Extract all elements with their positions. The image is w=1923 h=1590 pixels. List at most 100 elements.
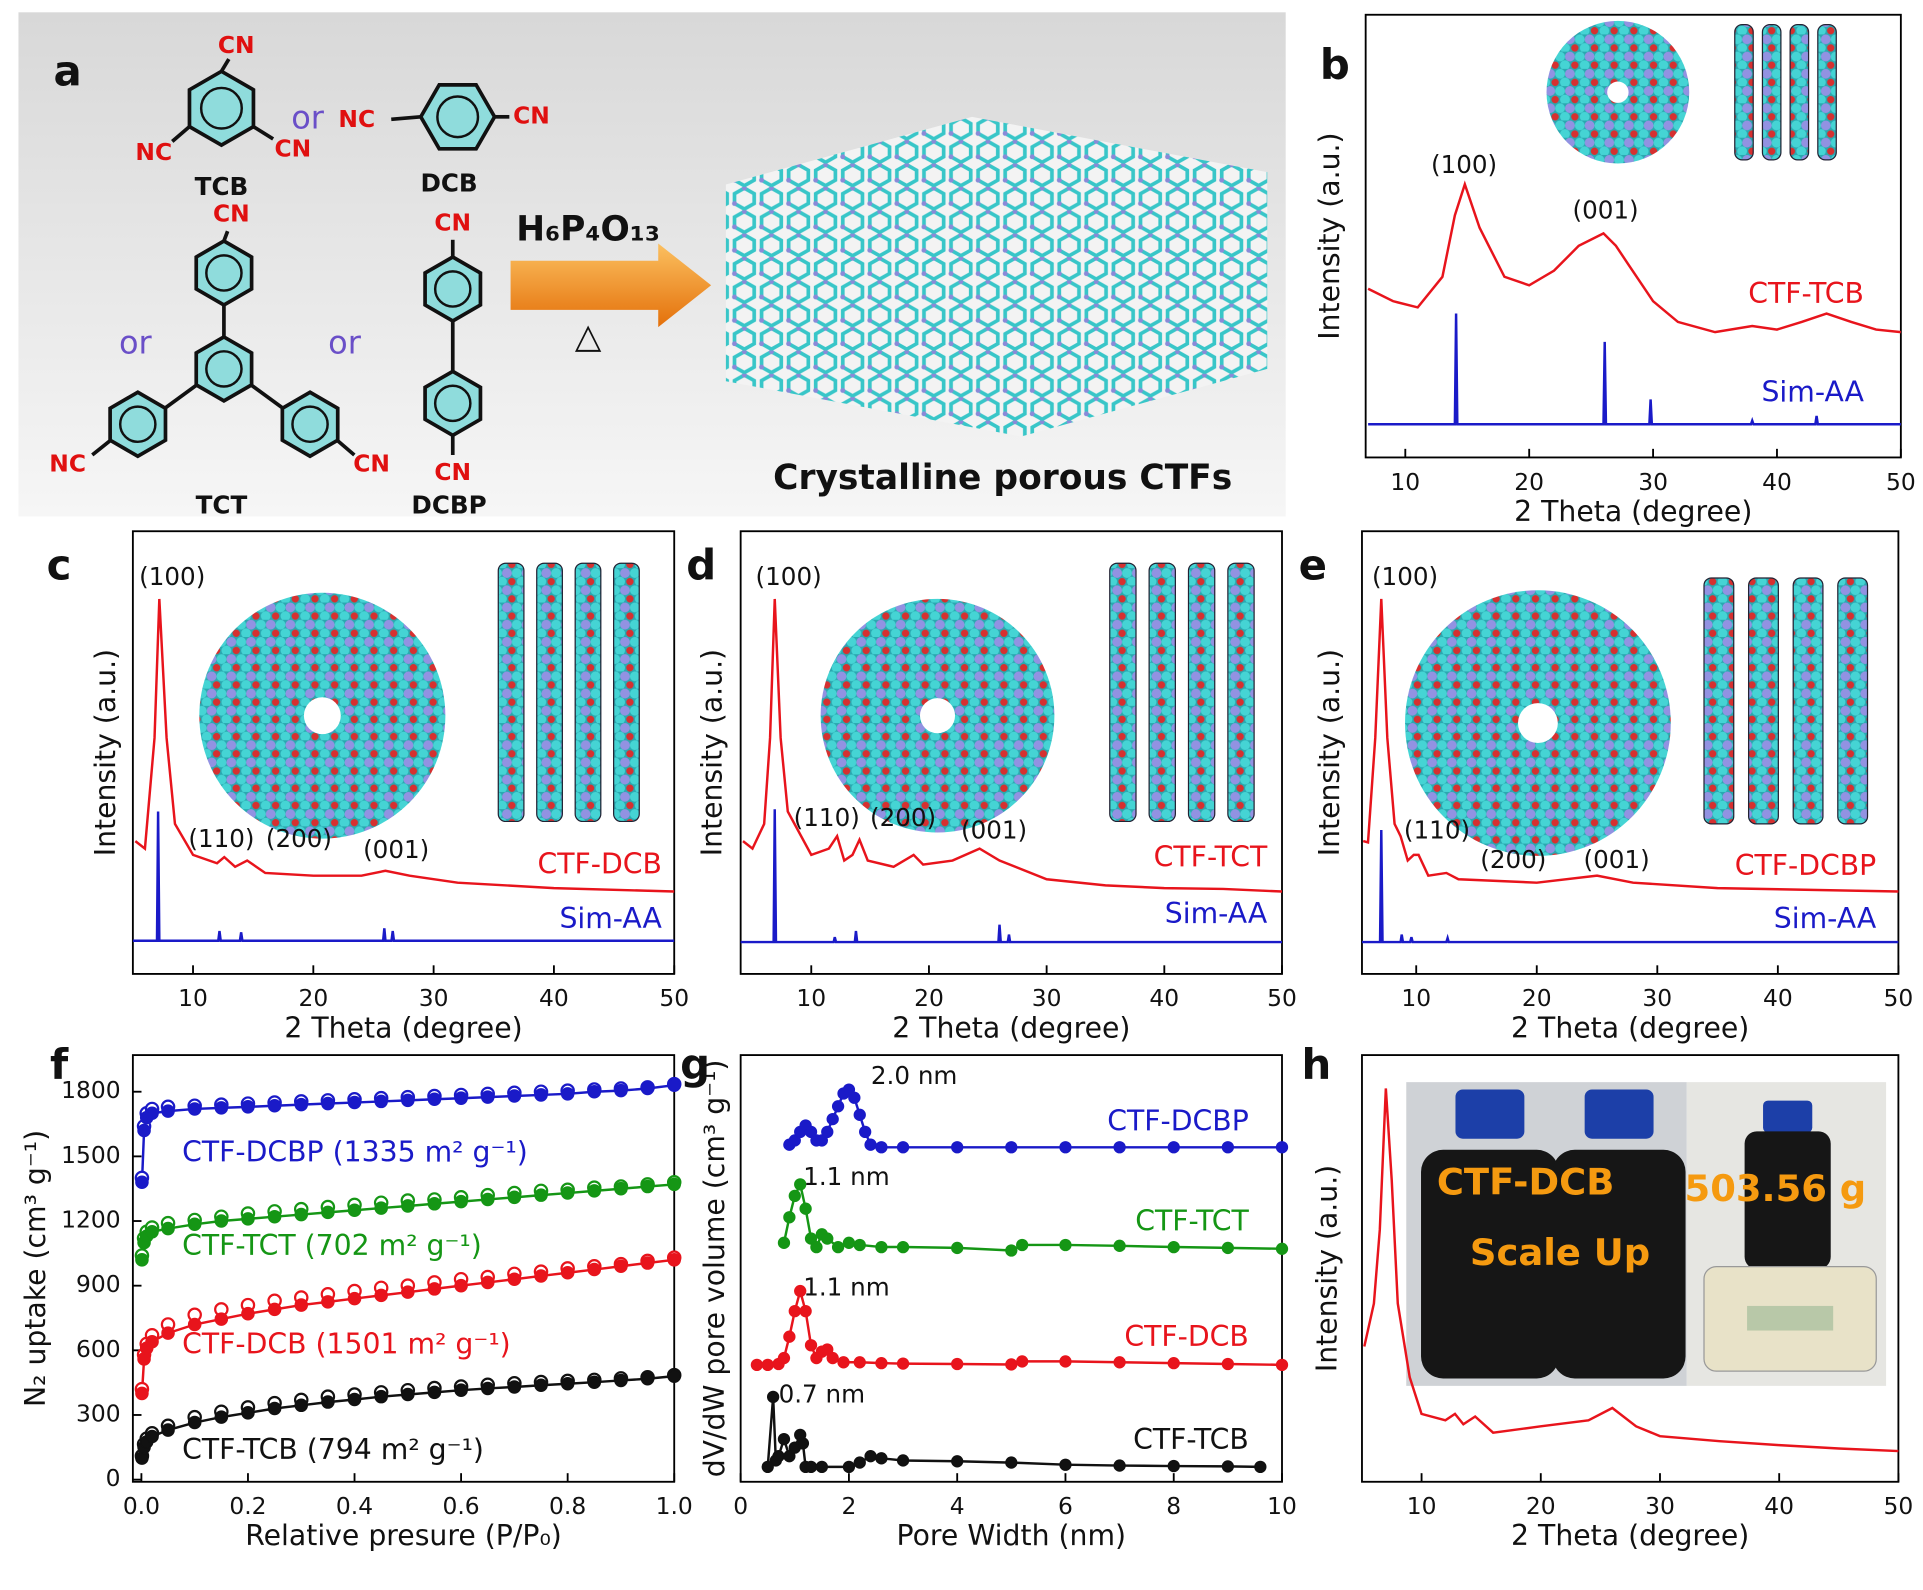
data-point bbox=[401, 1387, 415, 1402]
data-point bbox=[1059, 1355, 1072, 1368]
data-point bbox=[799, 1304, 812, 1318]
series-label: CTF-TCB bbox=[1133, 1423, 1249, 1456]
data-point bbox=[799, 1202, 812, 1215]
data-point bbox=[294, 1207, 309, 1222]
data-point bbox=[826, 1351, 839, 1365]
benzene-ring bbox=[418, 83, 497, 151]
x-tick-label: 20 bbox=[1522, 984, 1552, 1012]
data-point bbox=[951, 1455, 964, 1468]
data-point bbox=[853, 1108, 866, 1121]
data-point bbox=[294, 1298, 309, 1312]
series-label: CTF-DCBP bbox=[1107, 1105, 1249, 1138]
x-axis-label: 2 Theta (degree) bbox=[1511, 1011, 1749, 1044]
data-point bbox=[507, 1089, 522, 1103]
data-point bbox=[1005, 1358, 1018, 1371]
data-point bbox=[587, 1084, 602, 1099]
data-point bbox=[507, 1380, 522, 1394]
x-tick-label: 40 bbox=[539, 984, 569, 1012]
series-label: CTF-DCB bbox=[1124, 1320, 1248, 1353]
data-point bbox=[815, 1460, 829, 1474]
x-tick-label: 0.8 bbox=[549, 1492, 586, 1520]
x-tick-label: 30 bbox=[1642, 984, 1672, 1012]
x-tick-label: 20 bbox=[298, 984, 328, 1012]
scheme-label: DCBP bbox=[411, 491, 486, 520]
data-point bbox=[614, 1259, 628, 1274]
data-point bbox=[507, 1272, 522, 1286]
y-axis-label: Intensity (a.u.) bbox=[1313, 132, 1346, 339]
x-tick-label: 0 bbox=[733, 1492, 748, 1520]
plot-frame bbox=[739, 530, 1283, 975]
data-point bbox=[214, 1312, 229, 1326]
data-point bbox=[667, 1078, 681, 1093]
data-point bbox=[187, 1102, 202, 1116]
data-point bbox=[788, 1304, 801, 1318]
data-point bbox=[864, 1450, 877, 1463]
peak-annotation: (001) bbox=[1572, 196, 1638, 225]
series-line bbox=[1367, 180, 1901, 334]
data-point bbox=[1275, 1358, 1289, 1372]
data-point bbox=[374, 1094, 388, 1109]
series-label: CTF-TCT bbox=[1154, 840, 1268, 873]
data-point bbox=[842, 1236, 856, 1249]
bottle bbox=[1744, 1131, 1831, 1270]
pore bbox=[1517, 703, 1558, 743]
benzene-ring bbox=[194, 238, 254, 308]
bottle-cap bbox=[1455, 1089, 1525, 1139]
data-point bbox=[401, 1093, 415, 1108]
x-tick-label: 10 bbox=[1390, 468, 1420, 496]
bond bbox=[222, 230, 230, 242]
scheme-label: or bbox=[119, 323, 153, 361]
data-point bbox=[294, 1097, 309, 1112]
data-point bbox=[214, 1410, 229, 1424]
pore bbox=[1607, 81, 1629, 103]
data-point bbox=[875, 1240, 888, 1254]
bond bbox=[391, 114, 421, 122]
scheme-label: H₆P₄O₁₃ bbox=[516, 210, 660, 250]
data-point bbox=[267, 1401, 282, 1416]
x-tick-label: 10 bbox=[1407, 1492, 1437, 1520]
data-point bbox=[1221, 1460, 1235, 1473]
x-tick-label: 4 bbox=[950, 1492, 965, 1520]
data-point bbox=[815, 1134, 829, 1147]
peak-annotation: (110) bbox=[188, 824, 254, 853]
y-axis-label: Intensity (a.u.) bbox=[696, 649, 729, 856]
data-point bbox=[145, 1225, 159, 1239]
reaction-arrow bbox=[510, 243, 712, 328]
peak-annotation: (100) bbox=[1431, 150, 1497, 179]
data-point bbox=[480, 1381, 495, 1396]
data-point bbox=[777, 1432, 791, 1446]
data-point bbox=[161, 1423, 175, 1437]
data-point bbox=[587, 1184, 602, 1198]
data-point bbox=[145, 1334, 159, 1349]
series-line bbox=[1362, 598, 1899, 893]
x-tick-label: 40 bbox=[1764, 1492, 1794, 1520]
data-point bbox=[427, 1282, 442, 1296]
data-point bbox=[214, 1214, 229, 1228]
scheme-label: TCB bbox=[195, 172, 249, 201]
x-tick-label: 1.0 bbox=[656, 1492, 693, 1520]
data-point bbox=[1113, 1141, 1126, 1154]
x-tick-label: 10 bbox=[178, 984, 208, 1012]
data-point bbox=[1221, 1141, 1235, 1154]
data-point bbox=[614, 1083, 628, 1098]
y-tick-label: 1800 bbox=[61, 1076, 120, 1104]
data-point bbox=[454, 1091, 468, 1105]
x-tick-label: 40 bbox=[1149, 984, 1179, 1012]
data-point bbox=[837, 1356, 850, 1369]
plot-frame bbox=[131, 530, 676, 975]
bottle-cap bbox=[1763, 1100, 1813, 1133]
data-point bbox=[783, 1211, 796, 1224]
data-point bbox=[427, 1385, 442, 1400]
data-point bbox=[1221, 1241, 1235, 1255]
bond bbox=[219, 58, 231, 73]
structure-side-view bbox=[1747, 577, 1779, 825]
aromatic-circle bbox=[205, 254, 243, 292]
data-point bbox=[777, 1351, 791, 1365]
x-tick-label: 20 bbox=[914, 984, 944, 1012]
data-point bbox=[135, 1175, 149, 1189]
aromatic-circle bbox=[205, 350, 243, 388]
data-point bbox=[750, 1358, 764, 1372]
scheme-label: or bbox=[328, 323, 362, 361]
data-point bbox=[794, 1284, 807, 1298]
data-point bbox=[853, 1238, 866, 1252]
